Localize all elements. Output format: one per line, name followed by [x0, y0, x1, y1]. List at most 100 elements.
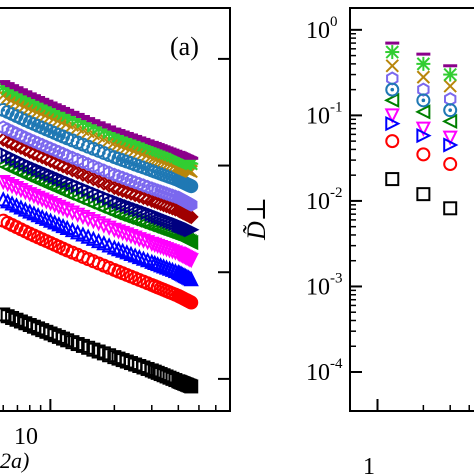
data-point [51, 156, 67, 172]
data-point [22, 144, 38, 160]
data-point [183, 209, 199, 225]
data-point [385, 172, 400, 187]
data-point [158, 242, 175, 258]
series-4 [385, 116, 459, 153]
data-point [13, 140, 29, 156]
data-point [56, 331, 71, 346]
y-tick-exponent: 0 [330, 14, 338, 30]
series-0 [0, 307, 199, 394]
data-point [443, 67, 458, 82]
right-x-tick-label: 1 [363, 454, 375, 474]
data-point [185, 197, 198, 212]
data-point [140, 191, 156, 207]
data-point [183, 270, 199, 287]
data-point [9, 138, 24, 154]
data-point [127, 187, 143, 203]
data-point [55, 201, 71, 217]
series-2 [384, 92, 458, 130]
data-point [140, 361, 155, 376]
y-tick-label: 10 [306, 18, 330, 44]
data-point [144, 236, 160, 252]
data-point [75, 209, 91, 226]
y-tick-exponent: -2 [330, 185, 343, 201]
data-point [9, 312, 24, 327]
data-point [26, 146, 42, 161]
data-point [184, 379, 199, 394]
data-point [80, 212, 96, 228]
series-6 [0, 132, 199, 225]
series-8 [385, 45, 458, 82]
data-point [111, 181, 126, 197]
data-point [34, 149, 50, 165]
data-point [4, 136, 20, 151]
data-point [64, 205, 81, 221]
data-point [385, 82, 400, 97]
data-point [147, 237, 163, 254]
data-point [183, 234, 199, 251]
series-7 [0, 120, 198, 212]
series-1 [385, 134, 458, 172]
left-x-axis-label: 2a) [0, 448, 29, 473]
data-point [417, 82, 430, 97]
data-point [38, 151, 54, 167]
data-point [416, 93, 431, 108]
data-point [5, 310, 20, 325]
left-plot-markers [0, 80, 200, 394]
data-point [416, 147, 431, 162]
y-tick-label: 10 [306, 189, 330, 215]
data-point [442, 130, 458, 146]
y-tick-label: 10 [306, 274, 330, 300]
data-point [161, 243, 178, 259]
data-point [443, 137, 459, 153]
data-point [416, 127, 432, 144]
data-point [416, 187, 431, 202]
data-point [385, 59, 399, 73]
y-tick-exponent: -1 [330, 99, 343, 115]
series-3 [0, 174, 199, 269]
data-point [119, 184, 135, 200]
data-point [385, 134, 400, 149]
right-y-axis-label: D̃⊥ [242, 197, 271, 241]
data-point [30, 147, 46, 163]
left-x-tick-label: 10 [14, 424, 38, 450]
series-1 [0, 213, 199, 310]
series-9 [385, 41, 458, 68]
data-point [155, 241, 172, 257]
data-point [0, 309, 15, 324]
series-6 [385, 82, 458, 118]
data-point [59, 203, 75, 219]
right-plot-frame [349, 7, 474, 412]
series-0 [385, 172, 458, 216]
data-point [0, 132, 11, 147]
data-point [150, 238, 166, 255]
data-point [441, 113, 458, 130]
data-point [153, 239, 169, 256]
data-point [184, 295, 199, 310]
data-point [106, 180, 122, 196]
data-point [443, 157, 458, 172]
data-point [70, 207, 86, 223]
data-point [384, 92, 400, 108]
data-point [443, 201, 458, 216]
data-point [101, 220, 117, 236]
series-11 [0, 80, 199, 160]
panel-label: (a) [170, 32, 199, 61]
panel-a: (a) 10 2a) [0, 7, 231, 473]
data-point [91, 216, 107, 232]
data-point [415, 121, 431, 137]
data-point [17, 142, 33, 158]
data-point [115, 183, 131, 198]
data-point [416, 70, 431, 84]
data-point [184, 179, 199, 194]
y-tick-exponent: -4 [330, 356, 343, 372]
data-point [384, 108, 400, 124]
series-7 [385, 59, 457, 93]
data-point [55, 158, 71, 174]
data-point [385, 45, 400, 60]
data-point [0, 307, 11, 322]
data-point [416, 56, 431, 71]
data-point [136, 190, 151, 206]
